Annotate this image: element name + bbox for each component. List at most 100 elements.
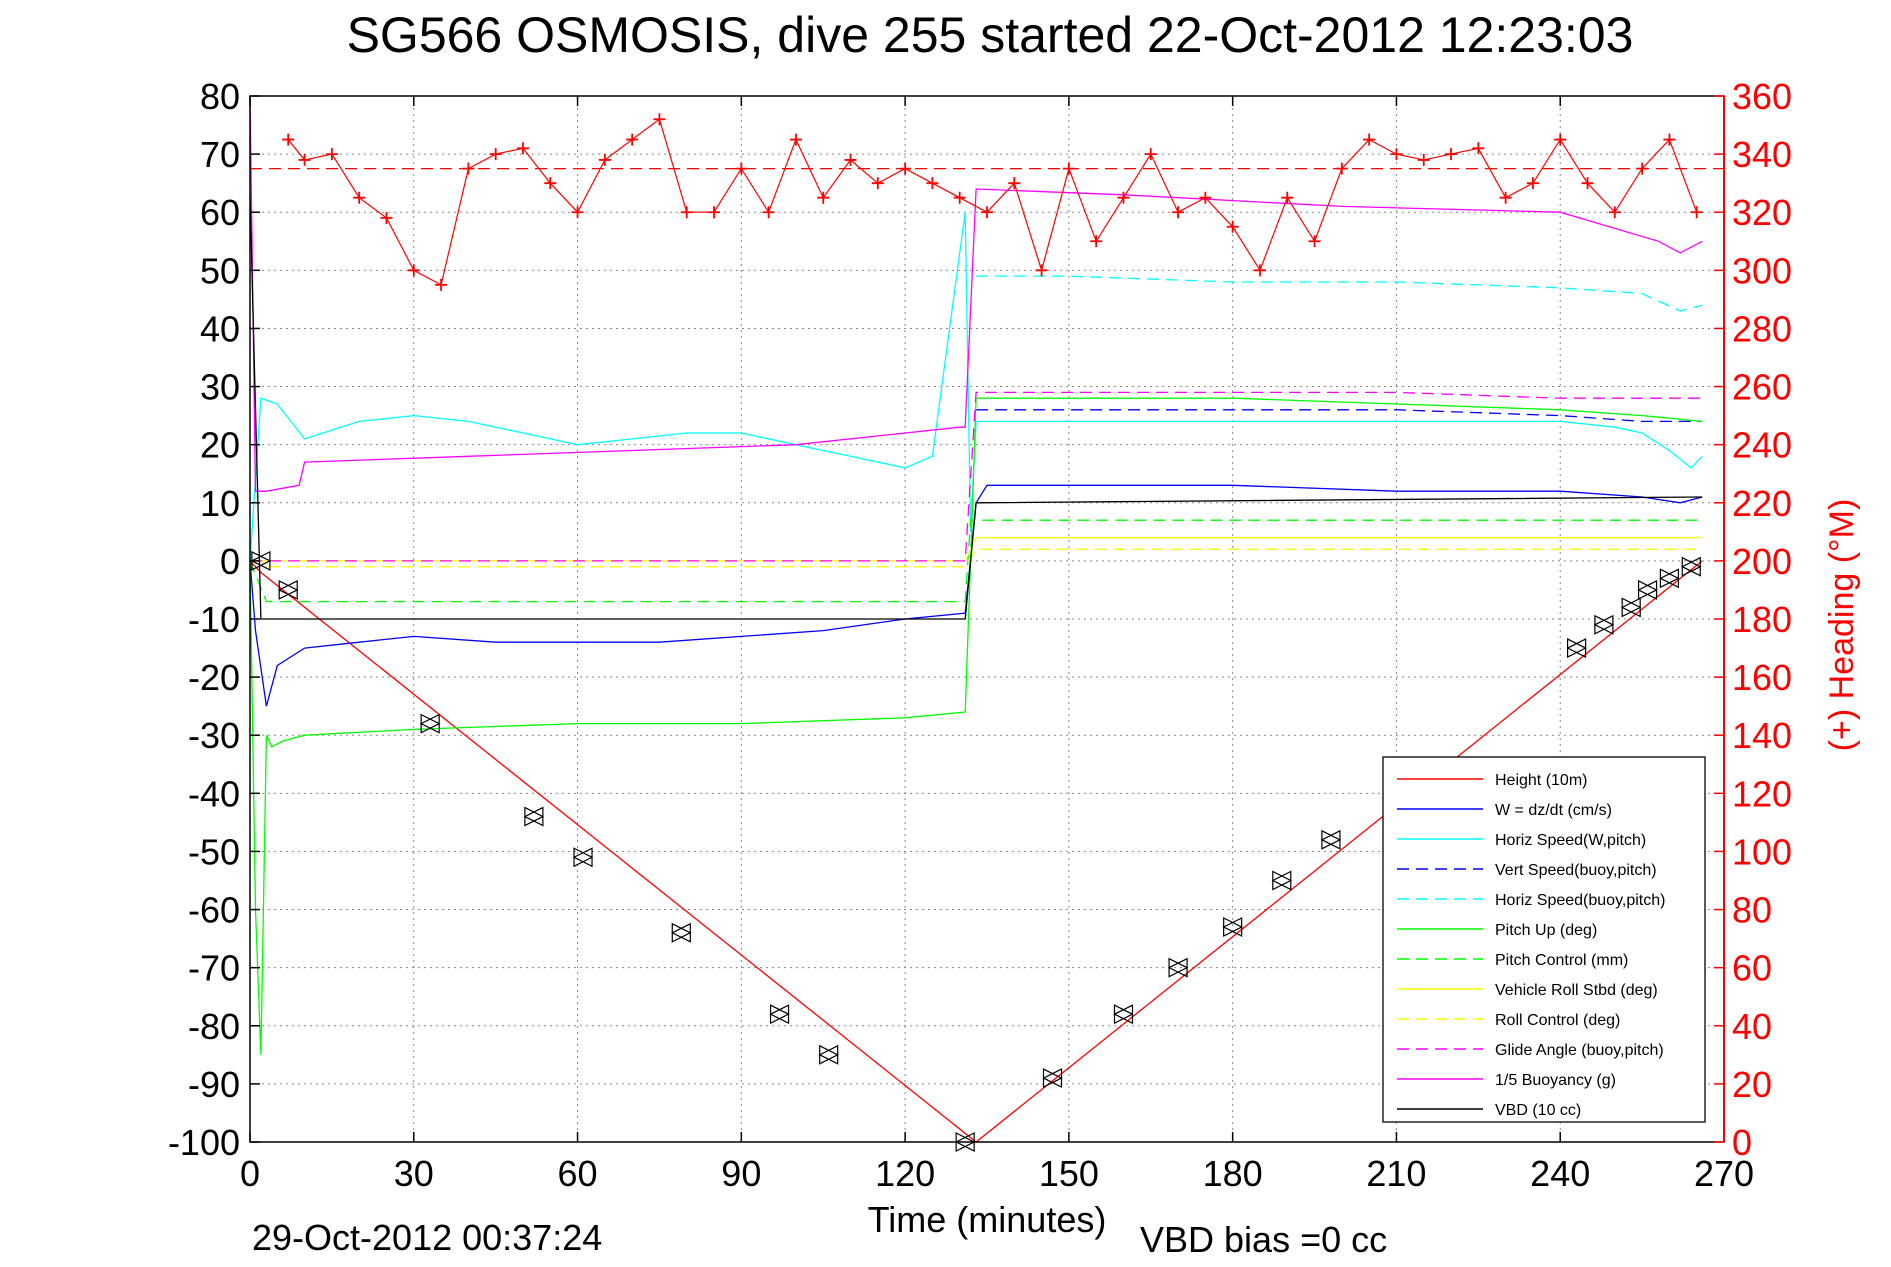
heading-point	[435, 278, 448, 291]
height-marker	[1167, 957, 1189, 978]
x-tick-label: 120	[875, 1153, 935, 1194]
heading-point	[1472, 142, 1485, 155]
heading-point	[380, 212, 393, 225]
legend-label-8: Roll Control (deg)	[1495, 1012, 1620, 1029]
heading-point	[926, 177, 939, 190]
heading-point	[1690, 206, 1703, 219]
heading-point	[1008, 177, 1021, 190]
legend-box	[1382, 756, 1706, 1123]
heading-point	[1035, 264, 1048, 277]
heading-point	[489, 148, 502, 161]
legend: Height (10m) W = dz/dt (cm/s) Horiz Speed(…	[1382, 756, 1706, 1123]
y2-tick-label: 300	[1732, 250, 1792, 291]
height-marker	[277, 579, 299, 600]
legend-label-9: Glide Angle (buoy,pitch)	[1495, 1042, 1664, 1059]
height-marker	[1320, 829, 1342, 850]
height-marker	[1566, 638, 1587, 659]
height-marker	[769, 1004, 790, 1025]
y2-tick-label: 0	[1732, 1122, 1752, 1163]
right-axis-label: (+) Heading (°M)	[1823, 499, 1861, 752]
heading-point	[353, 191, 366, 204]
legend-label-6: Pitch Control (mm)	[1495, 952, 1628, 969]
legend-label-0: Height (10m)	[1495, 772, 1587, 789]
heading-point	[762, 206, 775, 219]
y-tick-label: 80	[200, 76, 240, 117]
legend-label-1: W = dz/dt (cm/s)	[1495, 802, 1612, 819]
heading-point	[298, 153, 311, 166]
heading-point	[1199, 191, 1212, 204]
series-line-6	[249, 519, 1703, 603]
heading-point	[953, 191, 966, 204]
y2-tick-label: 160	[1732, 657, 1792, 698]
series-line-5	[249, 397, 1703, 1055]
height-marker	[1637, 579, 1658, 600]
legend-label-4: Horiz Speed(buoy,pitch)	[1495, 892, 1665, 909]
heading-point	[1390, 148, 1403, 161]
legend-label-11: VBD (10 cc)	[1495, 1102, 1581, 1119]
heading-point	[1335, 162, 1348, 175]
series-line-1	[249, 484, 1703, 707]
heading-point	[708, 206, 721, 219]
height-marker	[1271, 870, 1293, 891]
heading-point	[817, 191, 830, 204]
height-marker	[1659, 568, 1680, 589]
heading-point	[981, 206, 993, 219]
y-tick-label: -60	[188, 890, 240, 931]
y2-tick-label: 320	[1732, 192, 1792, 233]
vbd-bias-note: VBD bias =0 cc	[1140, 1219, 1387, 1260]
y-tick-label: 70	[200, 134, 240, 175]
x-tick-label: 240	[1530, 1153, 1590, 1194]
y2-tick-label: 340	[1732, 134, 1792, 175]
x-tick-label: 180	[1203, 1153, 1263, 1194]
height-markers	[250, 550, 1702, 1152]
height-marker	[1680, 556, 1702, 577]
y-tick-label: 30	[200, 367, 240, 408]
x-tick-label: 30	[394, 1153, 434, 1194]
heading-point	[1281, 191, 1294, 204]
heading-point	[1608, 206, 1621, 219]
y-tick-label: -80	[188, 1006, 240, 1047]
heading-point	[325, 148, 338, 161]
height-marker	[419, 713, 441, 734]
heading-point	[1172, 206, 1185, 219]
y-tick-label: 10	[200, 483, 240, 524]
heading-point	[899, 162, 912, 175]
heading-point	[1526, 177, 1539, 190]
heading-markers	[250, 113, 1724, 291]
heading-point	[1363, 133, 1376, 146]
heading-point	[1308, 235, 1321, 248]
heading-point	[598, 153, 611, 166]
x-tick-label: 60	[558, 1153, 598, 1194]
legend-label-3: Vert Speed(buoy,pitch)	[1495, 862, 1657, 879]
height-marker	[1042, 1068, 1063, 1089]
height-marker	[1593, 614, 1615, 635]
y-tick-label: -30	[188, 715, 240, 756]
height-marker	[818, 1044, 840, 1065]
chart-title: SG566 OSMOSIS, dive 255 started 22-Oct-2…	[347, 7, 1634, 63]
heading-point	[1581, 177, 1594, 190]
series-line-3	[976, 409, 1703, 423]
y2-tick-label: 360	[1732, 76, 1792, 117]
heading-point	[462, 162, 475, 175]
heading-point	[407, 264, 420, 277]
heading-point	[1499, 191, 1512, 204]
heading-point	[871, 177, 884, 190]
legend-label-10: 1/5 Buoyancy (g)	[1495, 1072, 1616, 1089]
heading-point	[1226, 220, 1239, 233]
height-marker	[1113, 1004, 1134, 1025]
x-tick-label: 0	[240, 1153, 260, 1194]
heading-point	[1554, 133, 1567, 146]
axes: 0 30 60 90 120 150 180 210 240 270 80 70 60 50 40 30 20 1…	[168, 76, 1792, 1194]
height-marker	[1620, 597, 1642, 618]
series-line-9	[250, 391, 1703, 562]
y2-tick-label: 260	[1732, 367, 1792, 408]
y2-tick-label: 20	[1732, 1064, 1772, 1105]
series-line-10	[249, 95, 1703, 492]
y2-tick-label: 240	[1732, 425, 1792, 466]
heading-point	[1445, 148, 1458, 161]
heading-point	[680, 206, 693, 219]
y-tick-label: 20	[200, 425, 240, 466]
series-line-11	[249, 194, 1703, 620]
